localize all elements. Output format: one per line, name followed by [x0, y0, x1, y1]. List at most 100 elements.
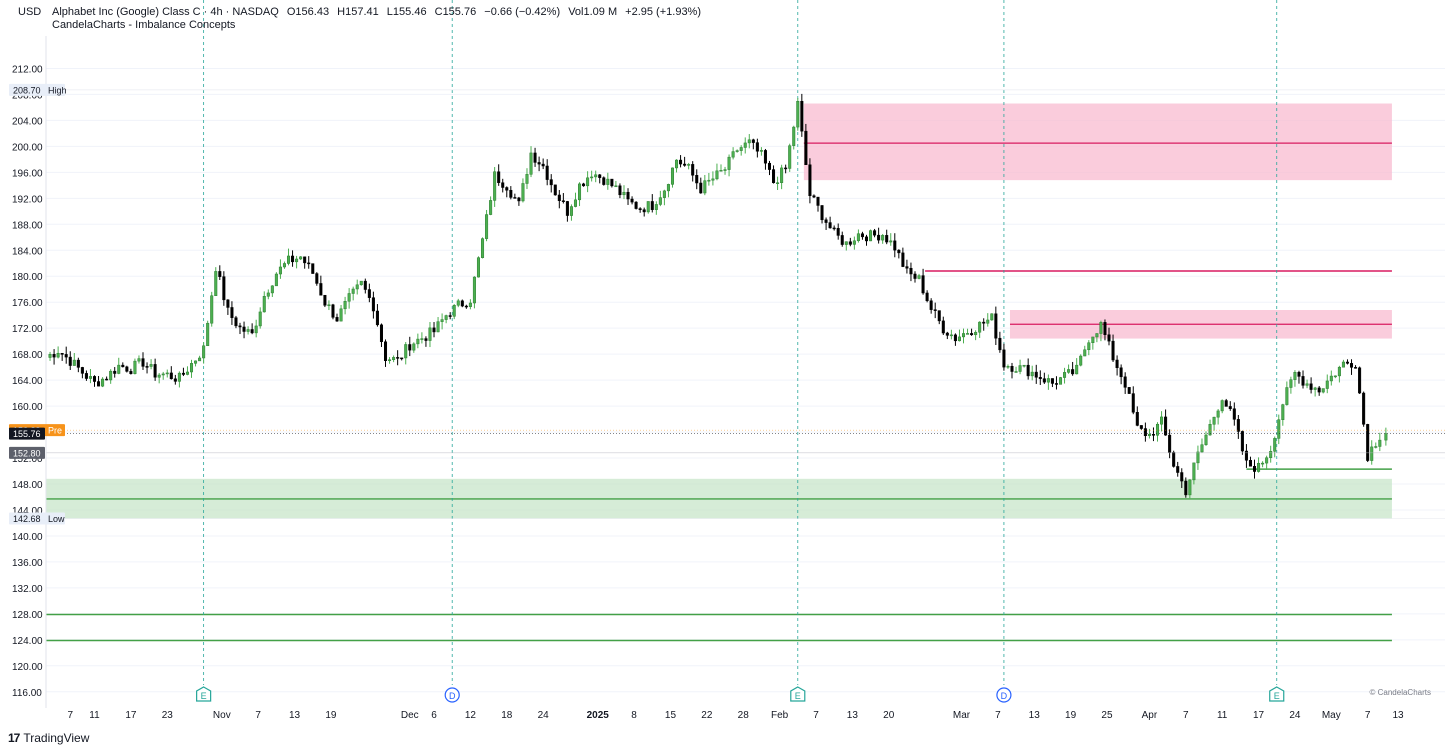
candle[interactable]	[533, 147, 537, 167]
candle[interactable]	[129, 368, 133, 375]
candle[interactable]	[291, 250, 295, 267]
candle[interactable]	[784, 164, 788, 174]
candle[interactable]	[590, 170, 594, 182]
candle[interactable]	[1131, 386, 1135, 415]
candle[interactable]	[836, 223, 840, 240]
candle[interactable]	[234, 315, 238, 329]
candle[interactable]	[456, 298, 460, 308]
candle[interactable]	[889, 233, 893, 246]
candle[interactable]	[1006, 364, 1010, 369]
candle[interactable]	[72, 352, 76, 366]
candle[interactable]	[561, 193, 565, 204]
candle[interactable]	[873, 228, 877, 238]
candle[interactable]	[521, 178, 525, 203]
candle[interactable]	[610, 178, 614, 188]
candle[interactable]	[723, 166, 727, 175]
candle[interactable]	[88, 369, 92, 384]
candle[interactable]	[869, 229, 873, 242]
candle[interactable]	[586, 171, 590, 193]
candle[interactable]	[137, 355, 141, 364]
candle[interactable]	[848, 237, 852, 247]
candle[interactable]	[157, 373, 161, 384]
candle[interactable]	[828, 216, 832, 229]
candle[interactable]	[990, 313, 994, 321]
candle[interactable]	[1321, 388, 1325, 394]
candle[interactable]	[695, 169, 699, 190]
candle[interactable]	[937, 310, 941, 325]
candle[interactable]	[206, 320, 210, 347]
candle[interactable]	[666, 183, 670, 198]
candle[interactable]	[468, 299, 472, 310]
candle[interactable]	[626, 188, 630, 205]
dividend-marker[interactable]: D	[444, 687, 460, 703]
candle[interactable]	[1103, 319, 1107, 341]
candle[interactable]	[452, 304, 456, 320]
candle[interactable]	[428, 322, 432, 348]
candle[interactable]	[557, 190, 561, 209]
candle[interactable]	[1123, 372, 1127, 394]
candle[interactable]	[315, 272, 319, 286]
candle[interactable]	[905, 259, 909, 274]
earnings-marker[interactable]: E	[196, 686, 212, 702]
candle[interactable]	[1212, 416, 1216, 431]
candle[interactable]	[448, 312, 452, 320]
candle[interactable]	[1224, 398, 1228, 407]
candle[interactable]	[339, 304, 343, 322]
candle[interactable]	[396, 350, 400, 366]
candle[interactable]	[1010, 362, 1014, 379]
candle[interactable]	[1366, 423, 1370, 463]
candle[interactable]	[416, 333, 420, 349]
candle[interactable]	[161, 371, 165, 380]
candle[interactable]	[662, 189, 666, 206]
candle[interactable]	[683, 156, 687, 167]
candle[interactable]	[375, 304, 379, 327]
candle[interactable]	[194, 360, 198, 367]
candle[interactable]	[565, 200, 569, 222]
candle[interactable]	[295, 255, 299, 269]
candle[interactable]	[642, 207, 646, 217]
candle[interactable]	[840, 231, 844, 247]
candle[interactable]	[1127, 387, 1131, 394]
candle[interactable]	[1050, 378, 1054, 388]
candle[interactable]	[105, 376, 109, 381]
candle[interactable]	[646, 201, 650, 214]
candle[interactable]	[1143, 422, 1147, 442]
candle[interactable]	[84, 370, 88, 381]
candle[interactable]	[145, 362, 149, 374]
candle[interactable]	[1358, 366, 1362, 394]
candle[interactable]	[1354, 365, 1358, 369]
candle[interactable]	[703, 174, 707, 196]
candle[interactable]	[582, 182, 586, 187]
candle[interactable]	[343, 296, 347, 315]
candle[interactable]	[56, 346, 60, 359]
candle[interactable]	[796, 98, 800, 131]
candle[interactable]	[436, 317, 440, 333]
candle[interactable]	[864, 234, 869, 246]
candle[interactable]	[181, 367, 185, 377]
candle[interactable]	[1042, 372, 1046, 384]
candle[interactable]	[727, 154, 731, 177]
candle[interactable]	[509, 186, 513, 200]
candle[interactable]	[792, 125, 796, 150]
candle[interactable]	[606, 172, 610, 190]
candle[interactable]	[282, 261, 286, 269]
candle[interactable]	[1293, 370, 1297, 387]
candle[interactable]	[392, 355, 396, 363]
candle[interactable]	[715, 163, 719, 181]
candle[interactable]	[788, 143, 792, 172]
candle[interactable]	[153, 358, 157, 381]
candle[interactable]	[1063, 367, 1067, 384]
candle[interactable]	[1188, 479, 1192, 499]
candle[interactable]	[412, 342, 416, 353]
candle[interactable]	[173, 374, 177, 385]
candle[interactable]	[242, 321, 246, 339]
candle[interactable]	[974, 330, 978, 341]
candle[interactable]	[957, 329, 961, 342]
candle[interactable]	[800, 93, 804, 137]
candle[interactable]	[1087, 340, 1091, 356]
candle[interactable]	[424, 336, 428, 347]
candle[interactable]	[218, 265, 222, 281]
candle[interactable]	[852, 236, 856, 250]
candle[interactable]	[578, 182, 582, 207]
candle[interactable]	[1119, 364, 1123, 385]
